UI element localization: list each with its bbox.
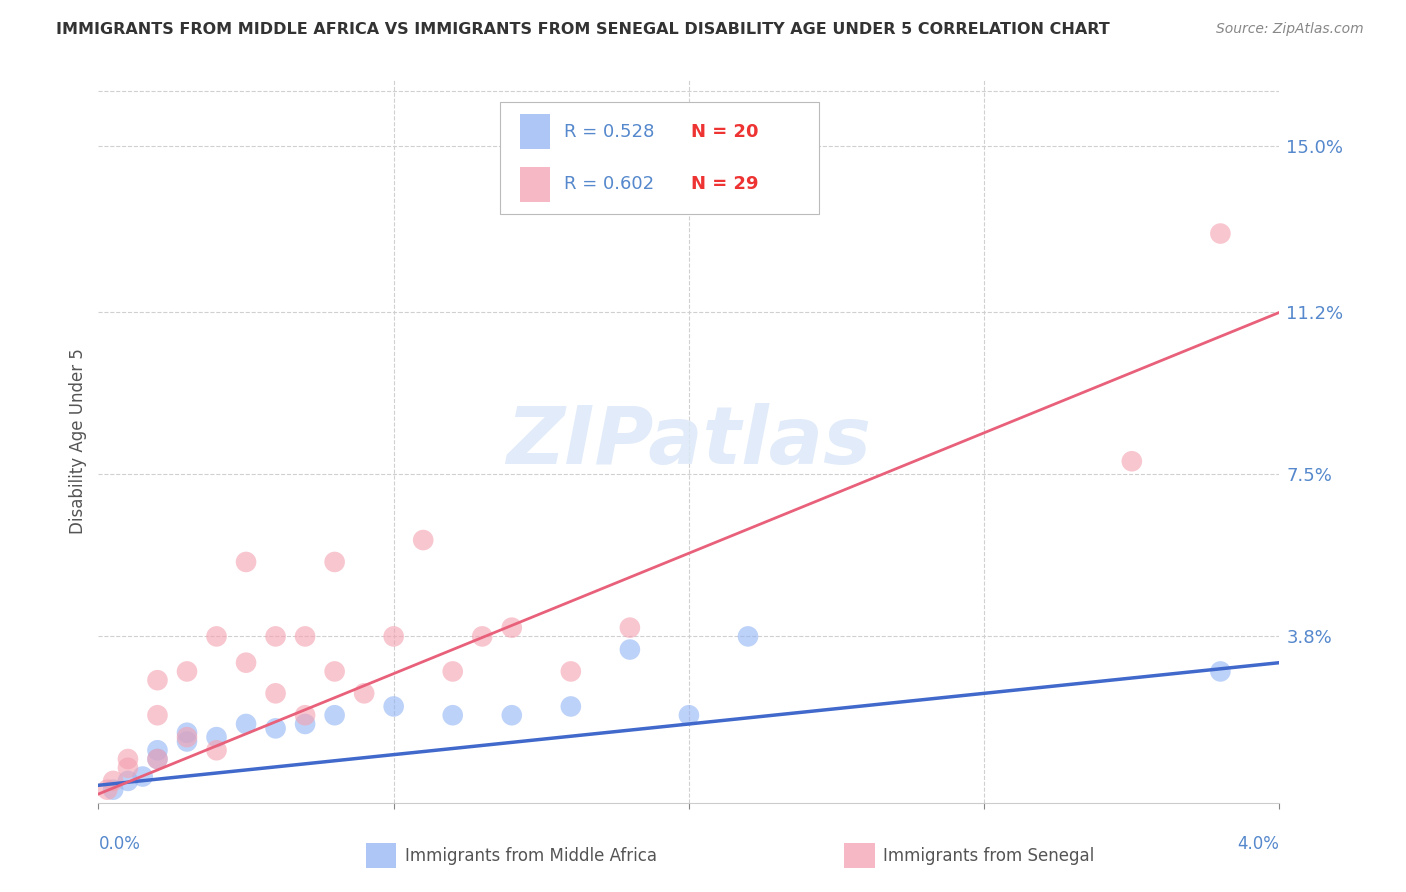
Point	[235, 717, 257, 731]
Text: 0.0%: 0.0%	[98, 835, 141, 854]
Point	[323, 665, 346, 679]
Point	[1209, 227, 1232, 241]
Point	[146, 752, 169, 766]
Text: ZIPatlas: ZIPatlas	[506, 402, 872, 481]
Text: R = 0.528: R = 0.528	[564, 122, 654, 141]
Point	[205, 743, 228, 757]
Point	[353, 686, 375, 700]
Point	[176, 734, 198, 748]
Point	[117, 752, 139, 766]
Point	[323, 708, 346, 723]
Point	[382, 699, 405, 714]
Point	[264, 629, 287, 643]
Text: N = 29: N = 29	[692, 176, 759, 194]
Point	[382, 629, 405, 643]
Text: Source: ZipAtlas.com: Source: ZipAtlas.com	[1216, 22, 1364, 37]
Text: N = 20: N = 20	[692, 122, 759, 141]
Point	[146, 752, 169, 766]
Point	[264, 686, 287, 700]
Point	[294, 629, 316, 643]
Point	[146, 673, 169, 688]
Point	[501, 708, 523, 723]
Text: IMMIGRANTS FROM MIDDLE AFRICA VS IMMIGRANTS FROM SENEGAL DISABILITY AGE UNDER 5 : IMMIGRANTS FROM MIDDLE AFRICA VS IMMIGRA…	[56, 22, 1109, 37]
Point	[501, 621, 523, 635]
Point	[132, 770, 155, 784]
Point	[117, 773, 139, 788]
Point	[176, 665, 198, 679]
Point	[1209, 665, 1232, 679]
Point	[412, 533, 434, 547]
Point	[619, 642, 641, 657]
Point	[678, 708, 700, 723]
Point	[146, 708, 169, 723]
Point	[1121, 454, 1143, 468]
Point	[737, 629, 759, 643]
FancyBboxPatch shape	[520, 167, 550, 202]
Point	[441, 708, 464, 723]
Point	[560, 699, 582, 714]
Point	[294, 708, 316, 723]
Point	[176, 730, 198, 744]
Point	[264, 722, 287, 736]
Text: 4.0%: 4.0%	[1237, 835, 1279, 854]
FancyBboxPatch shape	[501, 102, 818, 214]
Point	[294, 717, 316, 731]
Text: Immigrants from Middle Africa: Immigrants from Middle Africa	[405, 847, 657, 865]
Point	[103, 782, 125, 797]
Text: R = 0.602: R = 0.602	[564, 176, 654, 194]
Point	[560, 665, 582, 679]
Point	[441, 665, 464, 679]
Point	[117, 761, 139, 775]
FancyBboxPatch shape	[520, 114, 550, 149]
Point	[235, 656, 257, 670]
Point	[471, 629, 494, 643]
Point	[323, 555, 346, 569]
Point	[176, 725, 198, 739]
Point	[205, 730, 228, 744]
Y-axis label: Disability Age Under 5: Disability Age Under 5	[69, 349, 87, 534]
Point	[103, 773, 125, 788]
Text: Immigrants from Senegal: Immigrants from Senegal	[883, 847, 1094, 865]
Point	[619, 621, 641, 635]
Point	[146, 743, 169, 757]
Point	[235, 555, 257, 569]
Point	[205, 629, 228, 643]
Point	[96, 782, 118, 797]
